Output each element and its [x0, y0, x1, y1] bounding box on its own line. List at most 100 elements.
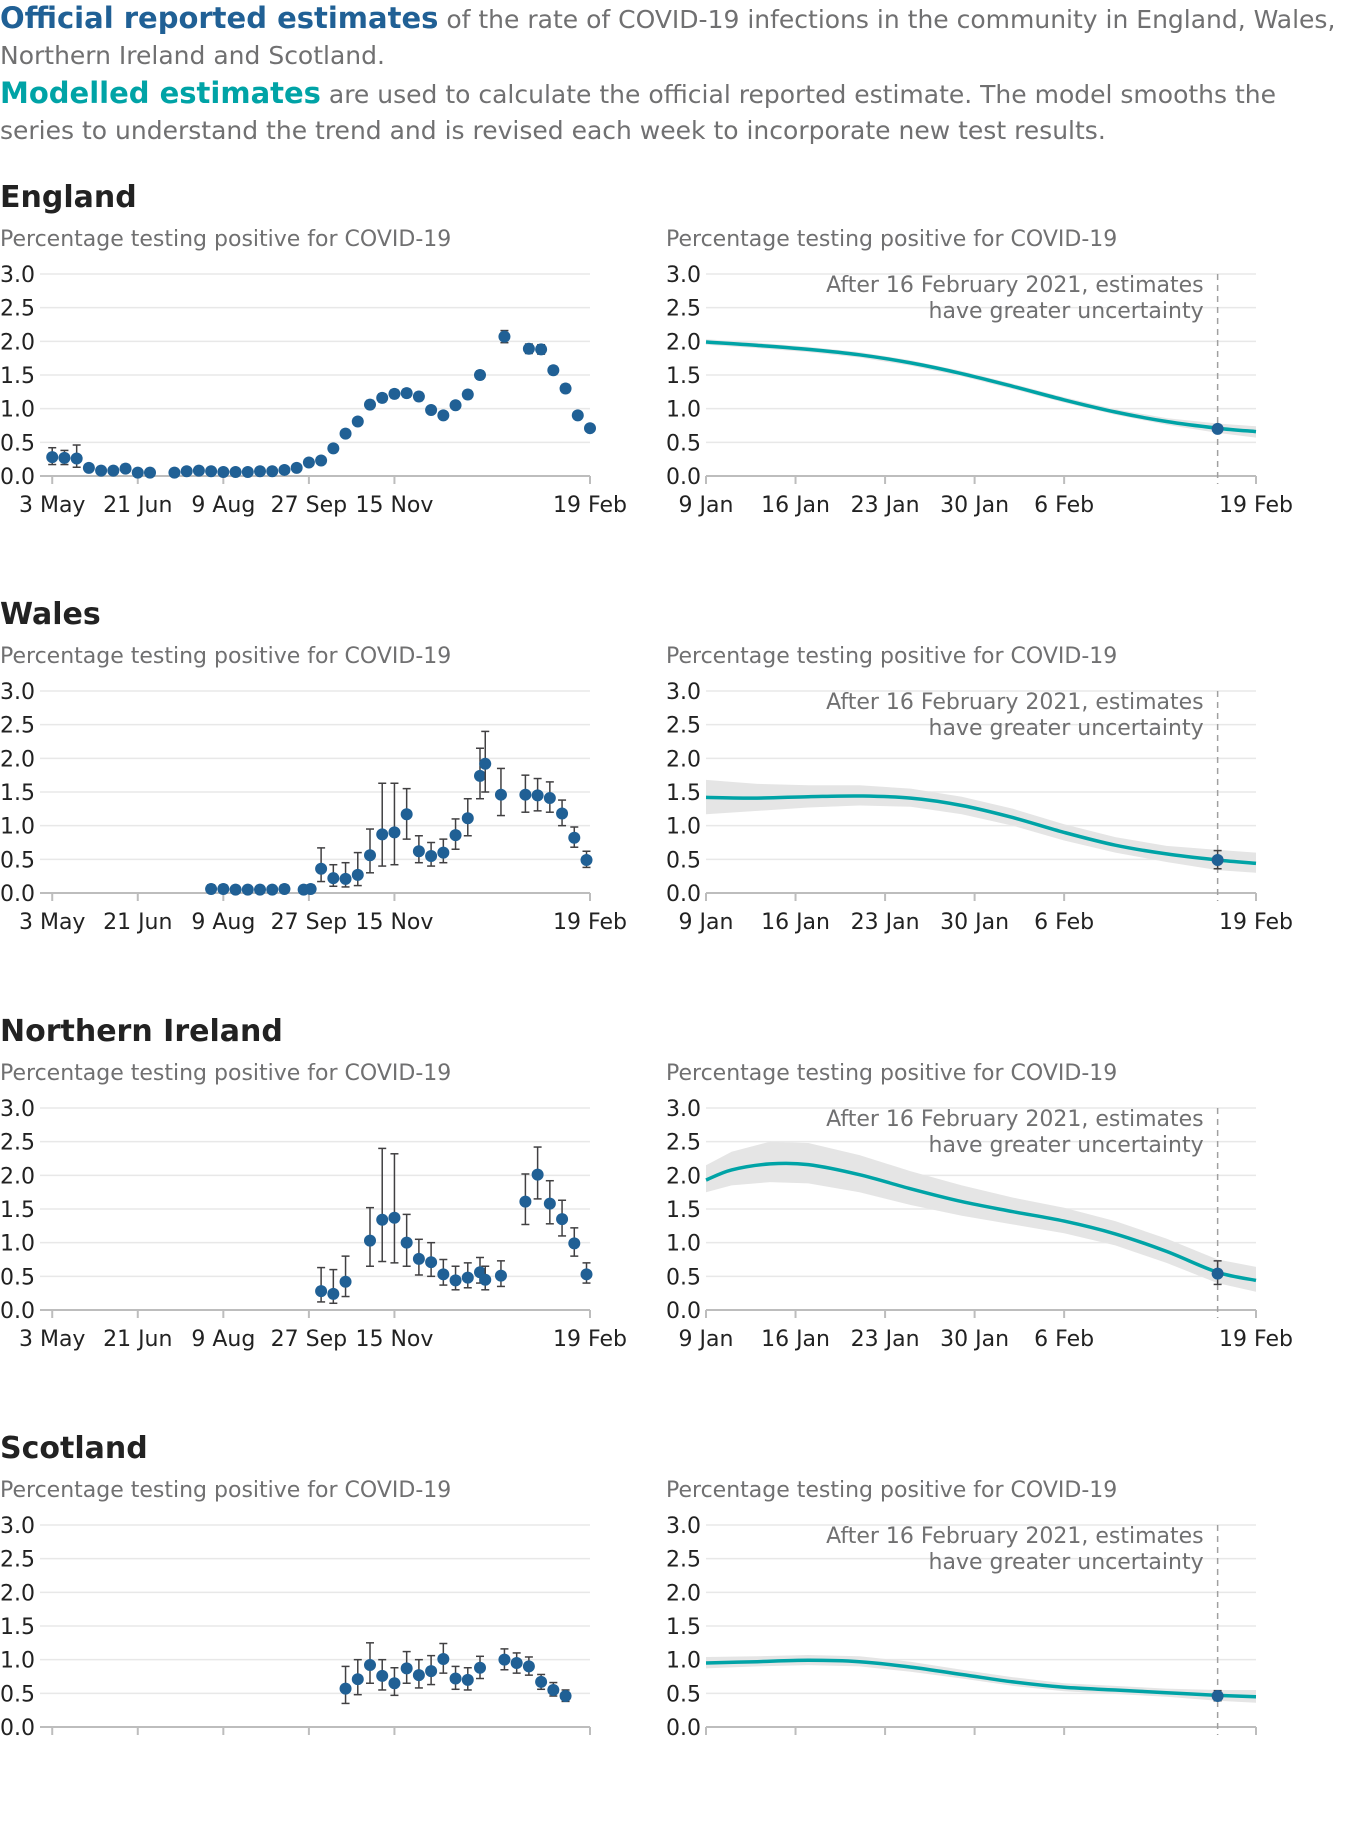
data-point: [400, 1662, 413, 1675]
data-point: [168, 466, 181, 479]
official-estimates-chart-scotland: Percentage testing positive for COVID-19…: [0, 1478, 591, 1741]
modelled-estimates-description: are used to calculate the official repor…: [0, 80, 1277, 145]
y-tick-label: 1.0: [0, 1649, 35, 1674]
data-point: [531, 789, 544, 802]
y-tick-label: 2.0: [0, 747, 35, 772]
data-point: [571, 409, 584, 422]
data-point: [412, 390, 425, 403]
x-tick-label: 21 Jun: [103, 1327, 172, 1352]
data-point: [461, 1673, 474, 1686]
data-point: [302, 456, 315, 469]
y-tick-label: 1.5: [666, 1198, 701, 1223]
x-tick-label: 15 Nov: [355, 1327, 433, 1352]
x-tick-label: 30 Jan: [940, 910, 1009, 935]
data-point: [46, 451, 59, 464]
x-tick-label: 9 Aug: [191, 910, 255, 935]
y-axis-title: Percentage testing positive for COVID-19: [666, 227, 1117, 252]
data-point: [241, 465, 254, 478]
data-point: [119, 462, 132, 475]
data-point: [498, 1653, 511, 1666]
data-point: [351, 1673, 364, 1686]
y-tick-label: 2.5: [666, 297, 701, 322]
data-point: [304, 882, 317, 895]
data-point: [400, 1236, 413, 1249]
x-tick-label: 19 Feb: [1219, 493, 1293, 518]
data-point: [494, 788, 507, 801]
x-tick-label: 3 May: [19, 910, 85, 935]
data-point: [327, 442, 340, 455]
modelled-line: [705, 1658, 1257, 1699]
credible-interval-band: [706, 779, 1256, 873]
data-point: [376, 391, 389, 404]
x-tick-label: 6 Feb: [1034, 910, 1094, 935]
data-point: [180, 465, 193, 478]
modelled-line: [705, 794, 1257, 866]
uncertainty-note-line-1: After 16 February 2021, estimates: [826, 1107, 1204, 1132]
y-tick-label: 0.0: [666, 1299, 701, 1324]
data-point: [376, 1669, 389, 1682]
x-tick-label: 9 Jan: [679, 910, 734, 935]
error-bar: [378, 782, 387, 867]
y-tick-label: 0.5: [666, 1682, 701, 1707]
credible-interval-band: [706, 1141, 1256, 1292]
data-point: [364, 1234, 376, 1247]
x-tick-label: 30 Jan: [940, 493, 1009, 518]
data-point: [559, 382, 572, 395]
y-tick-label: 0.5: [666, 431, 701, 456]
data-point: [254, 465, 266, 478]
x-tick-label: 19 Feb: [553, 1327, 627, 1352]
data-point: [412, 845, 425, 858]
y-tick-label: 0.0: [0, 882, 35, 907]
data-point: [580, 854, 593, 867]
data-point: [479, 757, 492, 770]
x-tick-label: 19 Feb: [1219, 910, 1293, 935]
data-point: [327, 1287, 340, 1300]
y-tick-label: 1.0: [666, 1232, 701, 1257]
data-point: [437, 409, 450, 422]
data-point: [412, 1252, 425, 1265]
data-point: [522, 342, 535, 355]
data-point: [425, 849, 438, 862]
y-tick-label: 2.0: [666, 1581, 701, 1606]
data-point: [474, 1661, 486, 1674]
x-tick-label: 21 Jun: [103, 910, 172, 935]
official-estimate-point: [1211, 854, 1224, 867]
data-point: [315, 454, 328, 467]
data-point: [580, 1268, 593, 1281]
modelled-estimates-chart-england: Percentage testing positive for COVID-19…: [666, 227, 1293, 518]
intro-official: Official reported estimates of the rate …: [0, 0, 1354, 74]
data-point: [425, 404, 438, 417]
y-axis-title: Percentage testing positive for COVID-19: [666, 1478, 1117, 1503]
modelled-line: [705, 340, 1257, 434]
y-tick-label: 2.0: [666, 1164, 701, 1189]
data-point: [479, 1273, 492, 1286]
x-tick-label: 16 Jan: [761, 1327, 830, 1352]
modelled-estimates-chart-northern-ireland: Percentage testing positive for COVID-19…: [666, 1061, 1293, 1352]
data-point: [556, 807, 569, 820]
x-tick-label: 30 Jan: [940, 1327, 1009, 1352]
uncertainty-note-line-1: After 16 February 2021, estimates: [826, 690, 1204, 715]
uncertainty-note-line-1: After 16 February 2021, estimates: [826, 1524, 1204, 1549]
y-tick-label: 1.5: [0, 1198, 35, 1223]
data-point: [531, 1168, 544, 1181]
data-point: [449, 399, 462, 412]
data-point: [364, 398, 376, 411]
y-tick-label: 2.5: [0, 714, 35, 739]
y-tick-label: 1.0: [666, 1649, 701, 1674]
data-point: [494, 1269, 507, 1282]
intro-text: Official reported estimates of the rate …: [0, 0, 1354, 149]
y-tick-label: 3.0: [0, 263, 35, 288]
official-estimates-description: of the rate of COVID-19 infections in th…: [0, 5, 1336, 70]
data-point: [144, 466, 156, 479]
data-point: [437, 1268, 450, 1281]
data-point: [519, 1195, 532, 1208]
error-bar: [390, 1153, 399, 1264]
y-tick-label: 0.0: [0, 465, 35, 490]
uncertainty-note-line-1: After 16 February 2021, estimates: [826, 273, 1204, 298]
y-tick-label: 3.0: [0, 1097, 35, 1122]
data-point: [217, 882, 230, 895]
y-tick-label: 2.0: [0, 1581, 35, 1606]
y-axis-title: Percentage testing positive for COVID-19: [666, 1061, 1117, 1086]
y-tick-label: 2.0: [0, 1164, 35, 1189]
y-tick-label: 1.0: [0, 815, 35, 840]
